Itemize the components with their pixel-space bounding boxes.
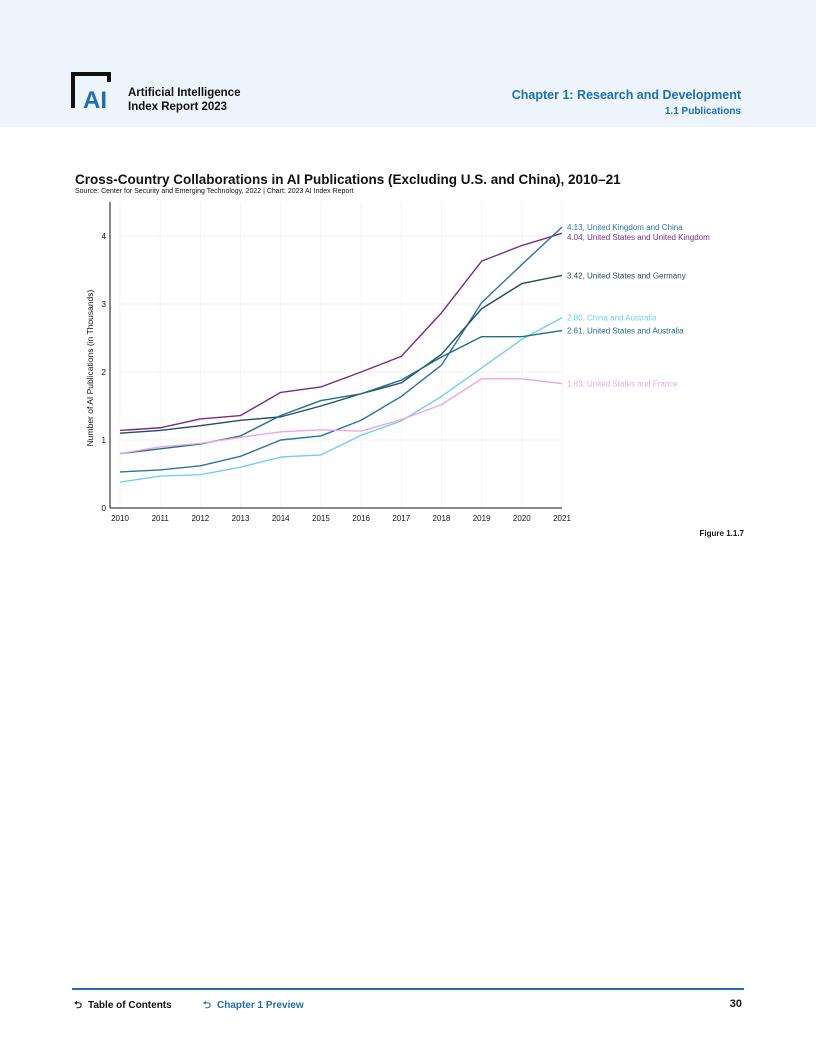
chapter-preview-link[interactable]: ⮌ Chapter 1 Preview [203,998,304,1015]
x-tick-label: 2012 [191,514,209,523]
series-end-label: 2.80, China and Australia [567,314,657,323]
x-tick-label: 2011 [152,514,170,523]
chart-title: Cross-Country Collaborations in AI Publi… [75,172,621,187]
return-arrow-icon: ⮌ [203,1000,212,1011]
figure-label: Figure 1.1.7 [699,529,744,538]
chapter-title[interactable]: Chapter 1: Research and Development [511,88,741,102]
chart-source: Source: Center for Security and Emerging… [75,188,354,195]
series-line-china-and-australia [119,316,563,483]
series-layer [119,226,563,483]
report-title: Artificial Intelligence Index Report 202… [128,86,240,114]
preview-label: Chapter 1 Preview [217,1000,304,1011]
section-title[interactable]: 1.1 Publications [664,106,741,117]
y-tick-label: 3 [102,300,107,309]
x-tick-label: 2017 [392,514,410,523]
x-tick-label: 2019 [473,514,491,523]
logo-text: AI [83,87,107,112]
series-end-label: 3.42, United States and Germany [567,271,686,280]
series-end-label: 1.83, United States and France [567,380,678,389]
toc-label: Table of Contents [88,1000,172,1011]
x-tick-label: 2016 [352,514,370,523]
x-tick-label: 2018 [433,514,451,523]
axis-layer: 0 1 2 3 4 2010 2011 2012 2013 2014 2015 2016 2017 201… [102,202,571,523]
report-title-line1: Artificial Intelligence [128,87,241,99]
x-tick-label: 2015 [312,514,330,523]
y-tick-label: 4 [102,232,107,241]
y-axis-label: Number of AI Publications (in Thousands) [85,289,95,446]
series-end-label: 2.61, United States and Australia [567,327,684,336]
series-end-label: 4.13, United Kingdom and China [567,223,683,232]
report-title-line2: Index Report 2023 [128,101,228,113]
x-tick-label: 2013 [232,514,250,523]
grid-layer [119,202,563,508]
page-number: 30 [729,998,742,1010]
table-of-contents-link[interactable]: ⮌ Table of Contents [74,998,172,1015]
series-line-united-states-and-france [119,378,563,455]
line-chart: 0 1 2 3 4 2010 2011 2012 2013 2014 2015 2016 2017 201… [85,202,710,523]
series-line-united-kingdom-and-china [119,226,563,473]
series-line-united-states-and-australia [119,329,563,455]
header-band [0,0,816,127]
x-tick-label: 2021 [553,514,571,523]
ai-index-logo: AI [71,72,111,112]
series-line-united-states-and-united-kingdom [119,232,563,432]
footer-divider [72,988,744,990]
y-tick-label: 0 [102,504,107,513]
x-tick-label: 2014 [272,514,290,523]
x-tick-label: 2010 [111,514,129,523]
return-arrow-icon: ⮌ [74,1000,83,1011]
y-tick-label: 1 [102,436,107,445]
chapter-heading: Chapter 1: Research and Development 1.1 … [512,88,741,117]
x-tick-label: 2020 [513,514,531,523]
y-tick-label: 2 [102,368,107,377]
series-line-united-states-and-germany [119,274,563,434]
series-end-label: 4.04, United States and United Kingdom [567,233,710,242]
